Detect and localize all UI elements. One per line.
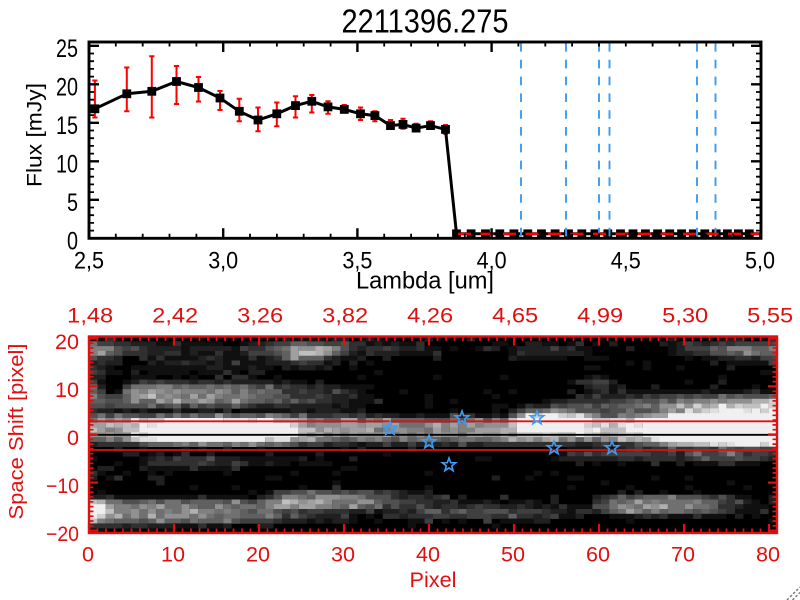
svg-text:50: 50 xyxy=(501,544,525,567)
svg-text:2211396.275: 2211396.275 xyxy=(342,3,509,40)
svg-text:70: 70 xyxy=(671,544,695,567)
svg-text:5,0: 5,0 xyxy=(745,248,775,275)
svg-text:4,26: 4,26 xyxy=(407,305,453,328)
svg-text:20: 20 xyxy=(56,74,78,102)
svg-text:60: 60 xyxy=(586,544,610,567)
svg-text:3,0: 3,0 xyxy=(208,248,238,275)
svg-text:−20: −20 xyxy=(46,523,79,546)
svg-text:40: 40 xyxy=(416,544,440,567)
svg-text:Flux [mJy]: Flux [mJy] xyxy=(24,83,47,187)
svg-text:1,48: 1,48 xyxy=(67,305,113,328)
svg-text:5,30: 5,30 xyxy=(662,305,708,328)
svg-text:20: 20 xyxy=(55,331,79,354)
svg-text:5: 5 xyxy=(67,189,78,217)
svg-text:−10: −10 xyxy=(46,475,79,498)
svg-text:Lambda [um]: Lambda [um] xyxy=(356,268,494,295)
svg-text:4,0: 4,0 xyxy=(477,248,507,275)
svg-text:10: 10 xyxy=(161,544,185,567)
svg-text:25: 25 xyxy=(56,35,78,63)
svg-text:15: 15 xyxy=(56,112,78,140)
svg-text:0: 0 xyxy=(82,544,94,567)
svg-text:5,55: 5,55 xyxy=(747,305,793,328)
svg-text:0: 0 xyxy=(67,228,78,256)
svg-text:Space Shift [pixel]: Space Shift [pixel] xyxy=(6,344,28,520)
svg-text:10: 10 xyxy=(55,379,79,402)
svg-text:20: 20 xyxy=(246,544,270,567)
svg-text:10: 10 xyxy=(56,151,78,179)
svg-text:2,5: 2,5 xyxy=(74,248,104,275)
svg-text:3,26: 3,26 xyxy=(237,305,283,328)
svg-text:3,5: 3,5 xyxy=(342,248,372,275)
svg-text:Pixel: Pixel xyxy=(410,569,457,592)
svg-text:2,42: 2,42 xyxy=(152,305,198,328)
svg-text:4,99: 4,99 xyxy=(577,305,623,328)
svg-text:4,65: 4,65 xyxy=(492,305,538,328)
svg-text:80: 80 xyxy=(756,544,780,567)
svg-text:4,5: 4,5 xyxy=(611,248,641,275)
svg-text:3,82: 3,82 xyxy=(322,305,368,328)
svg-text:30: 30 xyxy=(331,544,355,567)
svg-text:0: 0 xyxy=(67,427,79,450)
